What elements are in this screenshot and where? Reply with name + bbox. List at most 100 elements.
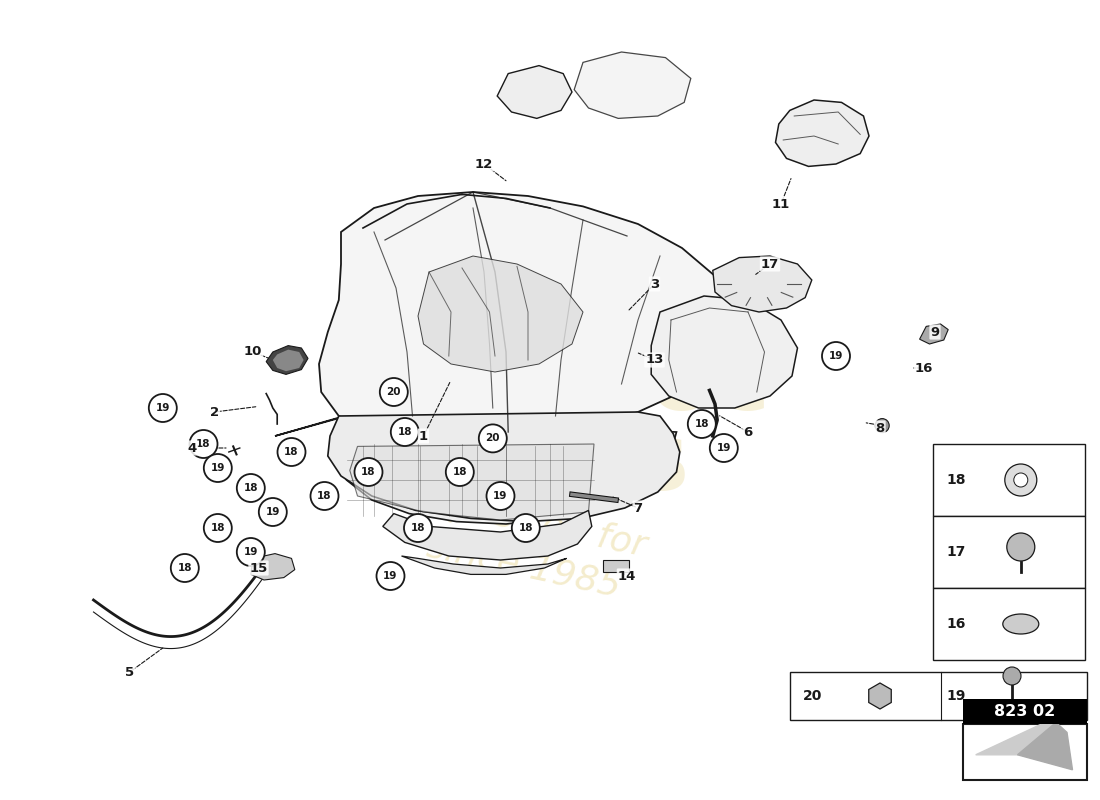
Polygon shape bbox=[273, 350, 304, 371]
Text: 2: 2 bbox=[210, 406, 219, 418]
Polygon shape bbox=[418, 256, 583, 372]
Text: 18: 18 bbox=[694, 419, 710, 429]
Text: 18: 18 bbox=[397, 427, 412, 437]
Circle shape bbox=[189, 430, 218, 458]
Text: 19: 19 bbox=[383, 571, 398, 581]
Polygon shape bbox=[402, 556, 566, 574]
Polygon shape bbox=[574, 52, 691, 118]
Text: autoDoc: autoDoc bbox=[330, 338, 770, 430]
Text: 18: 18 bbox=[210, 523, 225, 533]
Polygon shape bbox=[651, 296, 798, 408]
Text: 6: 6 bbox=[744, 426, 752, 438]
Polygon shape bbox=[497, 66, 572, 118]
Circle shape bbox=[688, 410, 716, 438]
Text: 18: 18 bbox=[243, 483, 258, 493]
Circle shape bbox=[236, 474, 265, 502]
Text: 18: 18 bbox=[177, 563, 192, 573]
Circle shape bbox=[376, 562, 405, 590]
Text: parts: parts bbox=[410, 418, 690, 510]
Circle shape bbox=[478, 424, 507, 453]
Circle shape bbox=[1004, 464, 1037, 496]
Text: 15: 15 bbox=[250, 562, 267, 574]
Circle shape bbox=[379, 378, 408, 406]
Circle shape bbox=[258, 498, 287, 526]
Text: 19: 19 bbox=[155, 403, 170, 413]
Text: a passion for
since 1985: a passion for since 1985 bbox=[406, 482, 650, 606]
Polygon shape bbox=[776, 100, 869, 166]
Polygon shape bbox=[350, 444, 594, 520]
Text: 9: 9 bbox=[931, 326, 939, 338]
Text: 12: 12 bbox=[475, 158, 493, 170]
Text: 19: 19 bbox=[210, 463, 225, 473]
Circle shape bbox=[1006, 533, 1035, 561]
Polygon shape bbox=[603, 560, 629, 572]
Text: 19: 19 bbox=[493, 491, 508, 501]
Circle shape bbox=[170, 554, 199, 582]
Circle shape bbox=[446, 458, 474, 486]
Circle shape bbox=[876, 418, 889, 433]
Polygon shape bbox=[383, 510, 592, 560]
Polygon shape bbox=[251, 554, 295, 580]
Text: 18: 18 bbox=[196, 439, 211, 449]
Text: 5: 5 bbox=[125, 666, 134, 678]
Text: 19: 19 bbox=[828, 351, 844, 361]
Text: 16: 16 bbox=[915, 362, 933, 374]
Circle shape bbox=[204, 514, 232, 542]
Circle shape bbox=[354, 458, 383, 486]
Polygon shape bbox=[713, 256, 812, 312]
Text: 20: 20 bbox=[386, 387, 402, 397]
Text: 19: 19 bbox=[265, 507, 280, 517]
Text: 1: 1 bbox=[419, 430, 428, 442]
Text: 20: 20 bbox=[485, 434, 501, 443]
Text: 19: 19 bbox=[946, 689, 966, 703]
Circle shape bbox=[204, 454, 232, 482]
Text: 16: 16 bbox=[946, 617, 966, 631]
Polygon shape bbox=[1018, 722, 1072, 770]
Text: 823 02: 823 02 bbox=[994, 704, 1055, 719]
Text: 20: 20 bbox=[803, 689, 823, 703]
Text: 8: 8 bbox=[876, 422, 884, 434]
Circle shape bbox=[710, 434, 738, 462]
Circle shape bbox=[512, 514, 540, 542]
Text: 18: 18 bbox=[284, 447, 299, 457]
Text: 18: 18 bbox=[452, 467, 468, 477]
Circle shape bbox=[148, 394, 177, 422]
Text: 10: 10 bbox=[244, 346, 262, 358]
Text: 19: 19 bbox=[243, 547, 258, 557]
Circle shape bbox=[236, 538, 265, 566]
Text: 18: 18 bbox=[361, 467, 376, 477]
Text: 18: 18 bbox=[518, 523, 534, 533]
Bar bbox=[933, 588, 1085, 660]
Polygon shape bbox=[976, 722, 1056, 755]
Polygon shape bbox=[319, 192, 732, 444]
Circle shape bbox=[277, 438, 306, 466]
Circle shape bbox=[310, 482, 339, 510]
Text: 11: 11 bbox=[772, 198, 790, 210]
Circle shape bbox=[390, 418, 419, 446]
Text: 19: 19 bbox=[716, 443, 732, 453]
Polygon shape bbox=[920, 324, 948, 344]
Polygon shape bbox=[328, 412, 680, 522]
Text: 17: 17 bbox=[946, 545, 966, 559]
Text: 4: 4 bbox=[188, 442, 197, 454]
Text: 13: 13 bbox=[646, 354, 663, 366]
Circle shape bbox=[1003, 667, 1021, 685]
Text: 3: 3 bbox=[650, 278, 659, 290]
Text: 7: 7 bbox=[634, 502, 642, 514]
Text: 18: 18 bbox=[410, 523, 426, 533]
Text: 18: 18 bbox=[317, 491, 332, 501]
Circle shape bbox=[404, 514, 432, 542]
Text: 17: 17 bbox=[761, 258, 779, 270]
Bar bbox=[790, 672, 1087, 720]
Circle shape bbox=[822, 342, 850, 370]
Polygon shape bbox=[275, 418, 676, 524]
Ellipse shape bbox=[1003, 614, 1038, 634]
Text: 14: 14 bbox=[618, 570, 636, 582]
Text: 18: 18 bbox=[946, 473, 966, 487]
Bar bbox=[962, 724, 1087, 780]
Bar bbox=[933, 516, 1085, 588]
Bar bbox=[962, 699, 1087, 724]
Circle shape bbox=[1014, 473, 1027, 487]
Circle shape bbox=[486, 482, 515, 510]
Polygon shape bbox=[266, 346, 308, 374]
